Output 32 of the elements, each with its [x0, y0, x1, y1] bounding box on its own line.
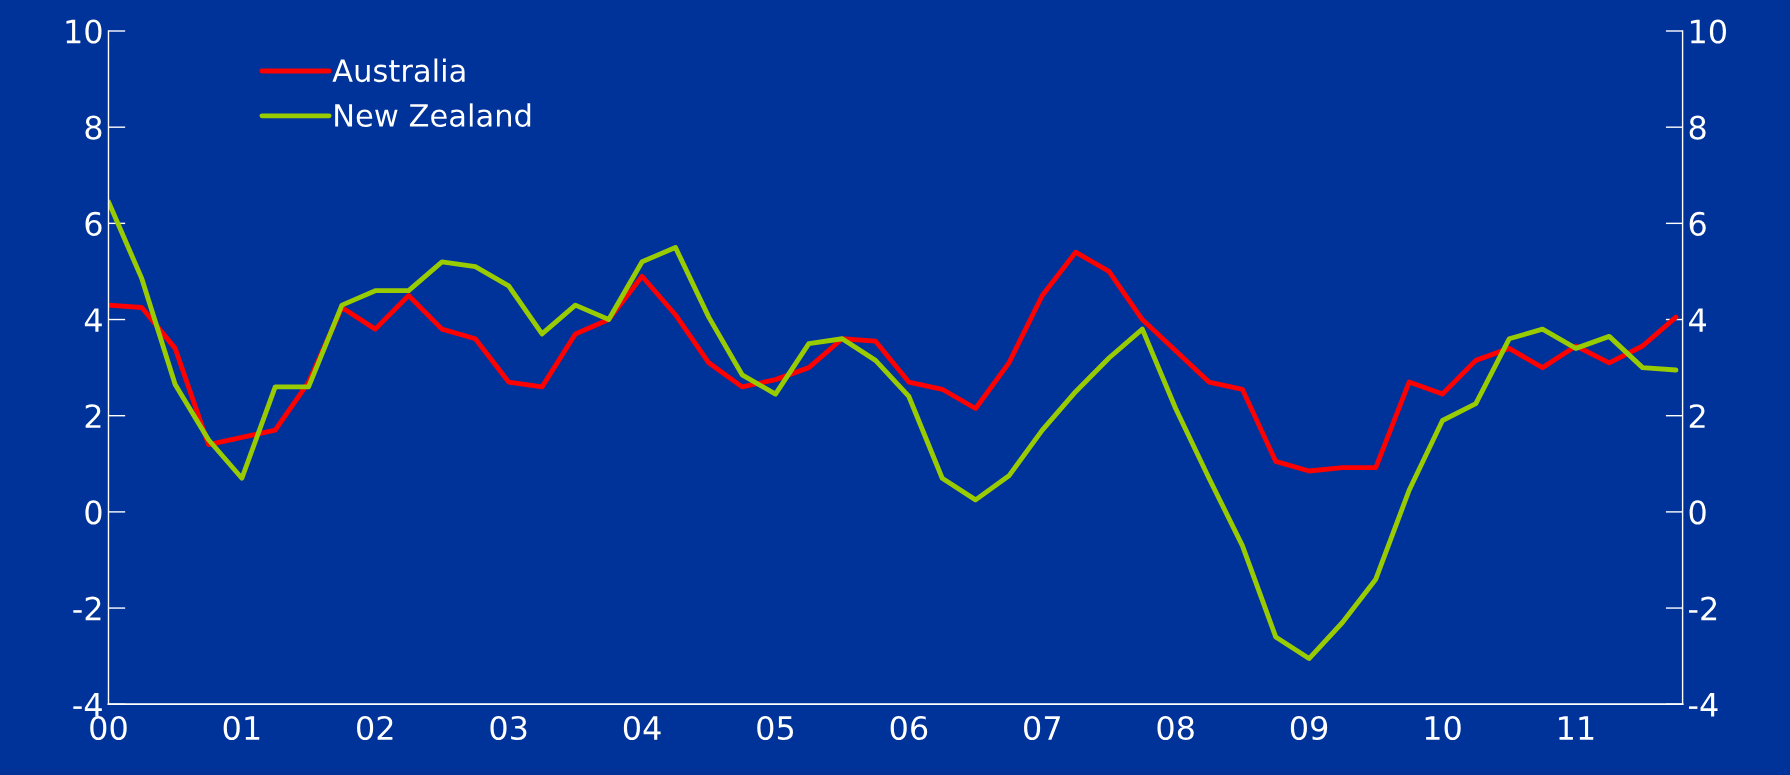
- y-tick-label: 4: [84, 308, 102, 332]
- x-tick-label: 04: [623, 715, 661, 741]
- legend-label: Australia: [332, 58, 465, 83]
- y-tick-label: 6: [85, 211, 102, 236]
- y-tick-label: 0: [85, 500, 102, 525]
- y2-tick-label: 6: [1689, 211, 1706, 236]
- x-tick-label: 10: [1425, 715, 1461, 741]
- x-tick-label: 07: [1024, 715, 1060, 741]
- x-tick-label: 08: [1157, 715, 1194, 741]
- y2-tick-label: 8: [1689, 115, 1706, 140]
- legend-label: New Zealand: [335, 103, 531, 127]
- y-tick-label: -2: [73, 596, 101, 621]
- x-tick-label: 02: [357, 715, 393, 741]
- x-tick-label: 06: [890, 715, 928, 741]
- y2-tick-label: -2: [1689, 596, 1717, 621]
- y-tick-label: 10: [66, 19, 102, 44]
- y-tick-label: 2: [85, 404, 101, 428]
- y-tick-label: -4: [73, 693, 102, 717]
- x-tick-label: 03: [490, 715, 527, 741]
- line-series: [108, 249, 1679, 474]
- x-tick-label: 01: [223, 715, 260, 741]
- x-tick-label: 11: [1559, 716, 1594, 740]
- x-tick-label: 09: [1290, 715, 1328, 741]
- y2-tick-label: 10: [1690, 19, 1726, 44]
- x-tick-label: 05: [757, 715, 794, 741]
- y2-tick-label: 4: [1689, 308, 1706, 332]
- y2-tick-label: 2: [1689, 404, 1705, 428]
- y2-tick-label: 0: [1689, 500, 1706, 525]
- x-tick-label: 00: [90, 715, 127, 741]
- y2-tick-label: -4: [1689, 693, 1718, 717]
- line-series: [108, 199, 1679, 661]
- y-tick-label: 8: [85, 115, 102, 140]
